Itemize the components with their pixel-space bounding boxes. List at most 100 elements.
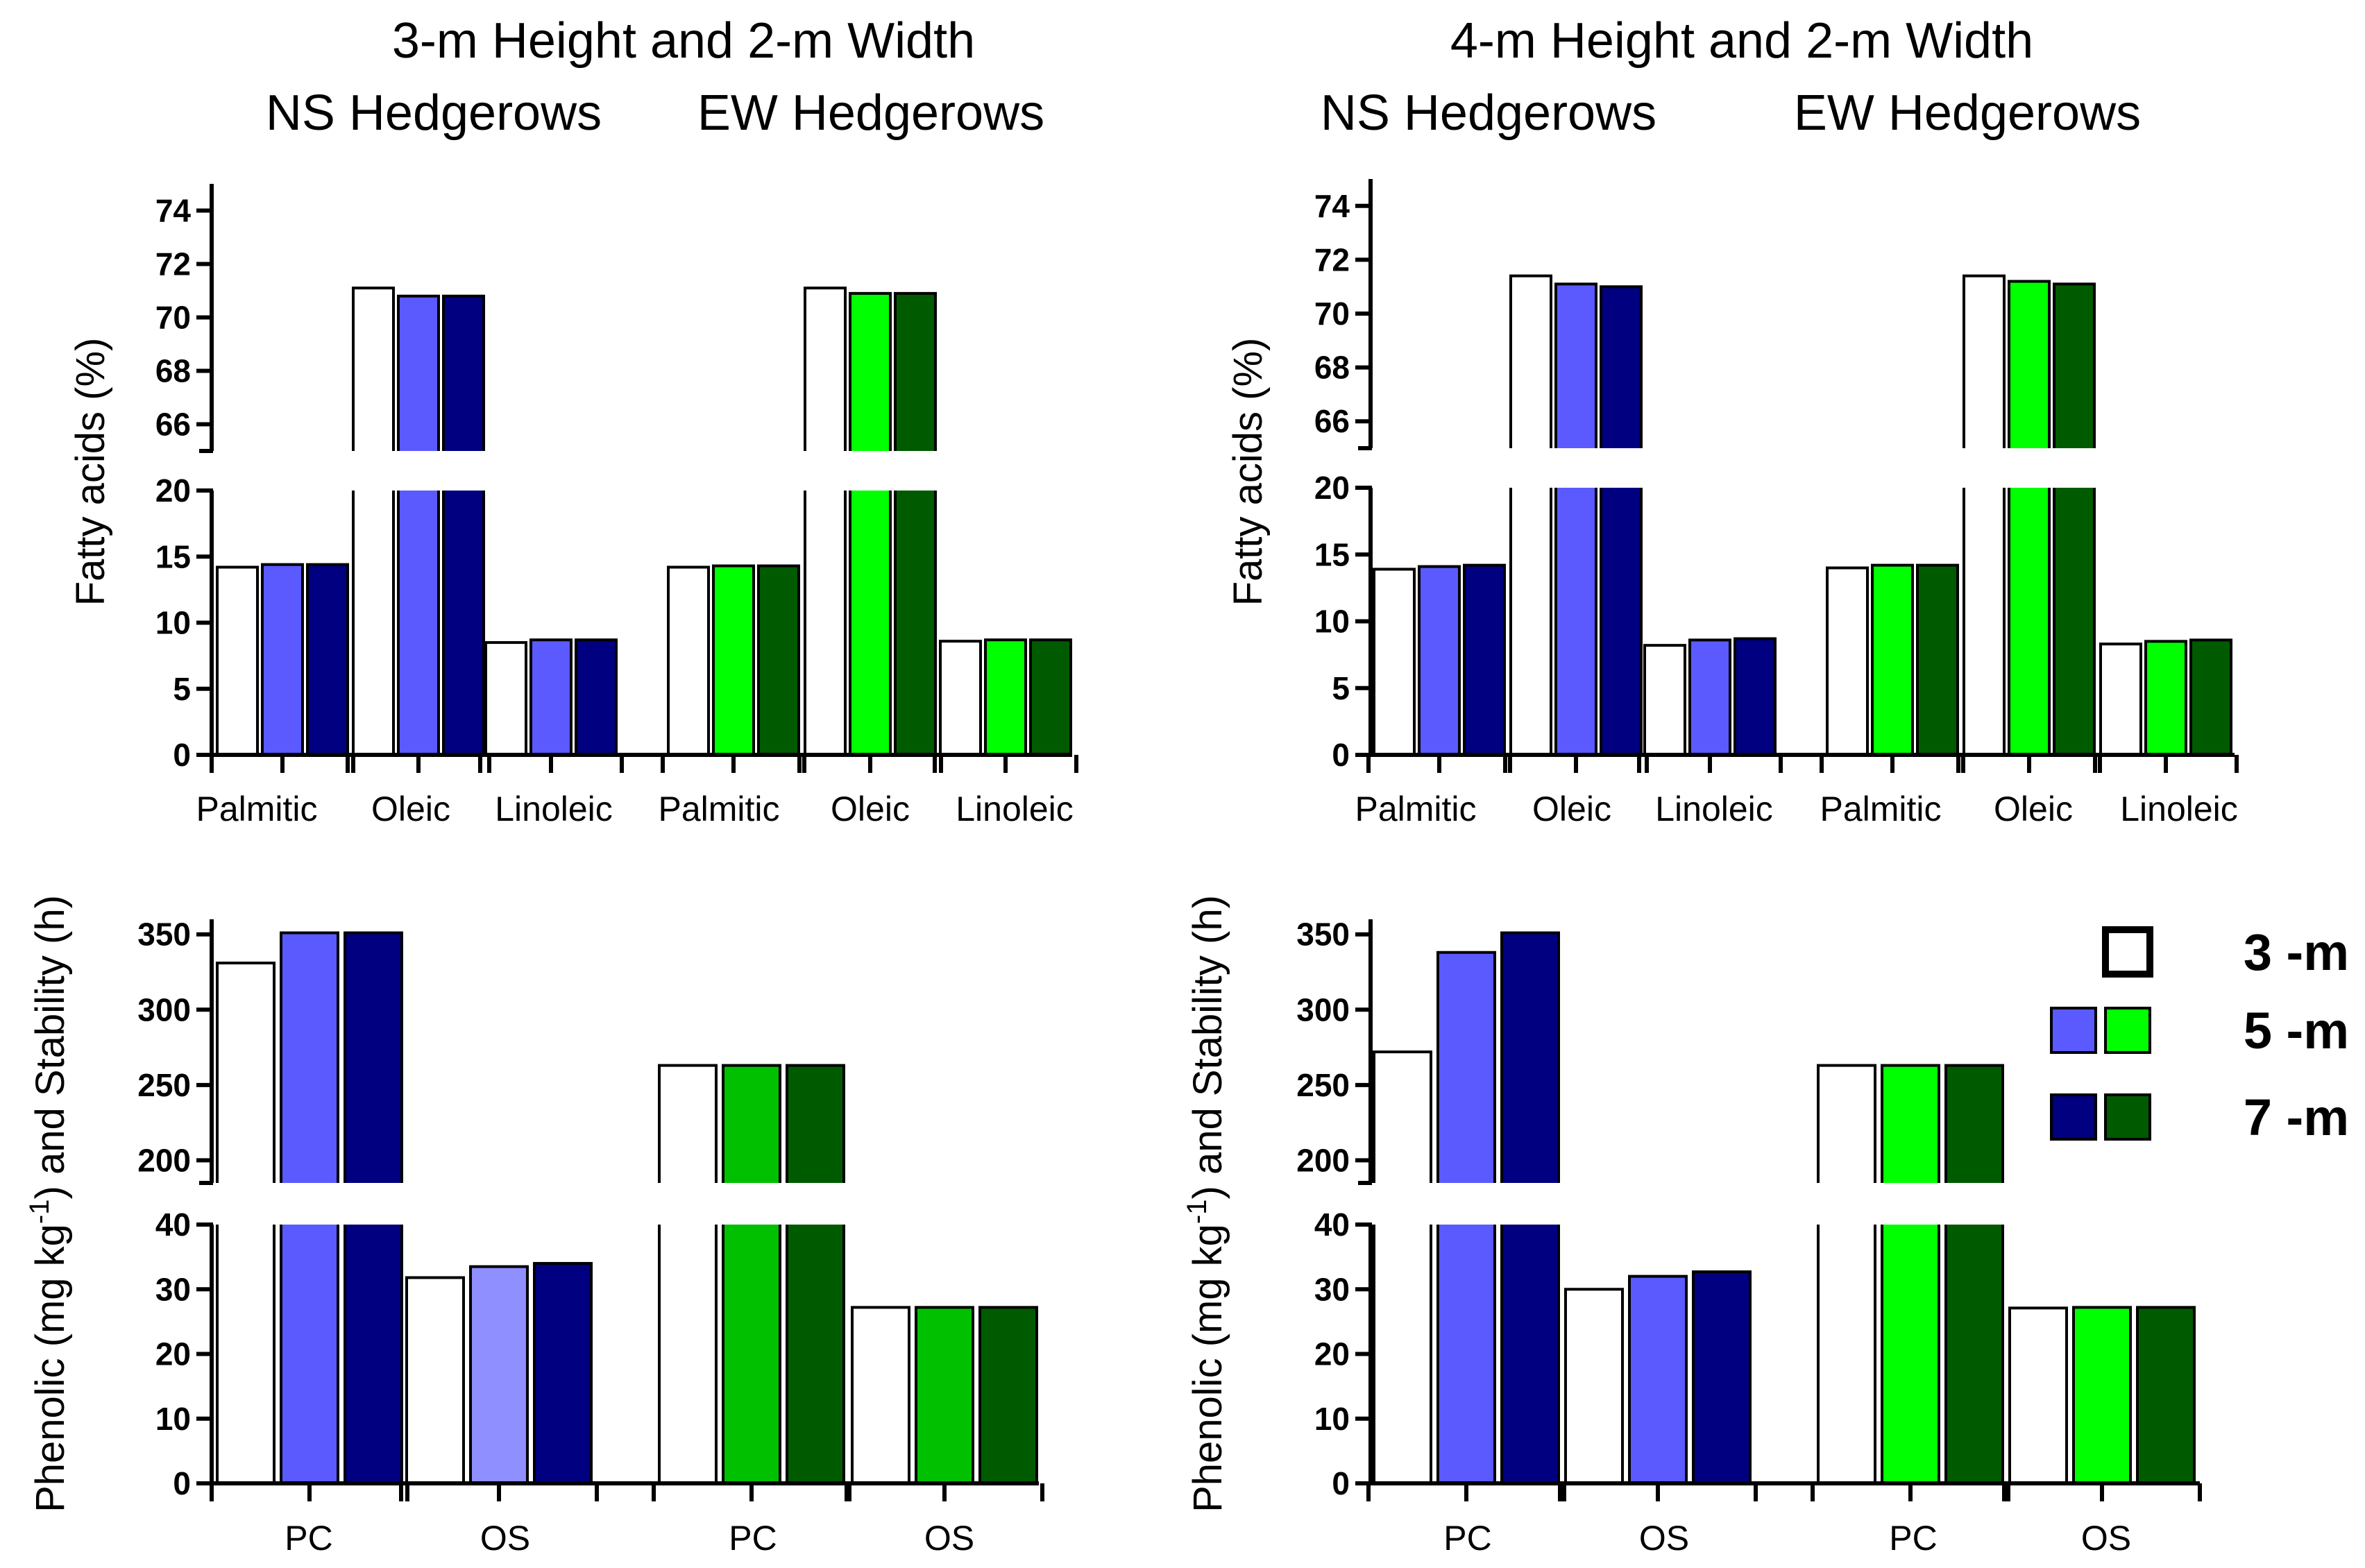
y-tick-label-lower: 10 [155,1401,191,1437]
x-category-label-os: OS [924,1519,974,1558]
chart-fatty-acids-3m: 0 5 10 15 20 66 68 70 72 74 Palmitic Oleic Linoleic P… [68,184,1078,828]
y-tick-label-lower: 30 [1314,1271,1350,1307]
bar-oleic-1-5m-lower [1554,488,1597,756]
bar-os-1-7m [533,1261,593,1485]
bar-palmitic-3-5m [1871,563,1914,757]
bar-oleic-1-7m-lower [1600,488,1643,756]
bar-oleic-4-3m-upper [1963,274,2006,448]
bar-oleic-1-5m-upper [397,294,440,451]
bar-os-1-3m [405,1276,465,1485]
left-panel-title: 3-m Height and 2-m Width [392,13,975,69]
bar-oleic-1-3m-upper [352,287,395,451]
bar-oleic-1-3m-upper [1509,274,1552,448]
bar-pc-0-5m-upper [280,931,339,1183]
x-category-label-palmitic: Palmitic [196,790,317,828]
bar-pc-0-3m-lower [1373,1225,1432,1485]
bar-linoleic-2-3m [1643,644,1686,757]
bar-palmitic-0-3m [216,565,259,756]
bar-palmitic-3-3m [667,565,710,756]
y-tick-label-lower: 15 [155,538,191,574]
bar-pc-0-5m-upper [1436,951,1496,1183]
bar-os-1-3m [1564,1288,1624,1485]
x-category-label-linoleic: Linoleic [1655,790,1773,828]
y-tick-label-lower: 20 [155,472,191,509]
y-tick-label-lower: 0 [173,1465,191,1501]
bar-os-3-5m [2072,1306,2132,1485]
bar-linoleic-5-5m [984,638,1027,757]
bar-linoleic-2-7m [1734,637,1777,757]
bar-oleic-4-7m-lower [2053,488,2096,756]
y-tick-label-lower: 30 [155,1271,191,1307]
x-category-label-palmitic: Palmitic [658,790,779,828]
bar-pc-2-3m-upper [658,1064,718,1183]
bar-linoleic-5-7m [1029,638,1072,757]
x-category-label-os: OS [2081,1519,2131,1558]
bar-oleic-4-7m-lower [894,491,937,756]
x-category-label-palmitic: Palmitic [1355,790,1476,828]
bar-os-3-7m [978,1306,1038,1485]
y-tick-label-upper: 250 [1296,1067,1350,1103]
y-tick-label-lower: 10 [1314,604,1350,640]
bar-pc-0-3m-upper [216,961,276,1183]
bar-pc-2-7m-upper [1944,1064,2004,1183]
chart-phenolic-stability-4m: 0 10 20 30 40 200 250 300 350 PC OS PC OS Phenolic (m… [1182,895,2202,1558]
bar-palmitic-3-3m [1826,566,1869,756]
bar-os-3-5m [915,1306,974,1485]
left-panel-ns-subtitle: NS Hedgerows [266,85,602,141]
y-tick-label-lower: 0 [1332,1465,1350,1501]
bar-os-3-3m [851,1306,910,1485]
y-tick-label-upper: 300 [137,991,191,1028]
bar-pc-2-5m-lower [1881,1225,1940,1485]
y-tick-label-lower: 15 [1314,536,1350,572]
bar-oleic-1-7m-lower [442,491,485,756]
y-tick-label-upper: 72 [155,246,191,282]
bar-os-3-7m [2136,1306,2196,1485]
y-tick-label-upper: 200 [1296,1142,1350,1178]
y-tick-label-upper: 68 [155,353,191,389]
y-axis-label: Fatty acids (%) [1226,338,1271,606]
x-category-label-linoleic: Linoleic [495,790,613,828]
legend-label-5m: 5 -m [2244,1002,2349,1059]
y-tick-label-upper: 250 [137,1067,191,1103]
bar-os-1-7m [1692,1270,1752,1485]
x-category-label-oleic: Oleic [371,790,450,828]
y-tick-label-upper: 200 [137,1142,191,1178]
bar-oleic-1-5m-lower [397,491,440,756]
right-panel-title: 4-m Height and 2-m Width [1450,13,2033,69]
bar-pc-0-7m-lower [344,1225,403,1485]
y-axis-label: Phenolic (mg kg-1) and Stability (h) [1182,895,1230,1512]
bar-pc-2-3m-lower [1817,1225,1876,1485]
bar-oleic-1-7m-upper [442,294,485,451]
bar-palmitic-3-7m [1916,563,1959,757]
bar-oleic-4-5m-lower [849,491,892,756]
legend-swatch-5m-blue [2050,1007,2097,1054]
y-axis-label: Phenolic (mg kg-1) and Stability (h) [24,895,73,1512]
legend-label-7m: 7 -m [2244,1089,2349,1146]
legend-swatch-7m-navy [2050,1093,2097,1141]
y-tick-label-lower: 10 [1314,1401,1350,1437]
bar-pc-0-7m-upper [344,931,403,1183]
bar-pc-0-7m-lower [1500,1225,1560,1485]
chart-fatty-acids-4m: 0 5 10 15 20 66 68 70 72 74 Palmitic Oleic Linoleic P… [1226,179,2239,828]
bar-pc-2-7m-lower [786,1225,845,1485]
y-tick-label-upper: 300 [1296,991,1350,1028]
bar-linoleic-2-3m [484,641,527,757]
y-tick-label-lower: 40 [155,1207,191,1243]
y-tick-label-upper: 74 [1314,188,1350,224]
bar-oleic-4-3m-lower [1963,488,2006,756]
legend-swatch-3m [2102,926,2153,978]
x-category-label-linoleic: Linoleic [2120,790,2238,828]
x-category-label-oleic: Oleic [1994,790,2073,828]
x-category-label-pc: PC [729,1519,777,1558]
bar-palmitic-0-5m [1418,565,1461,756]
bar-palmitic-0-3m [1373,568,1416,756]
bar-linoleic-2-7m [575,638,618,757]
bar-oleic-4-5m-upper [2008,280,2051,448]
bar-oleic-4-7m-upper [2053,282,2096,448]
bar-palmitic-0-5m [261,563,304,756]
bar-pc-2-7m-upper [786,1064,845,1183]
bar-os-3-3m [2008,1306,2068,1485]
y-tick-label-lower: 5 [173,671,191,707]
bar-linoleic-2-5m [1688,638,1731,757]
